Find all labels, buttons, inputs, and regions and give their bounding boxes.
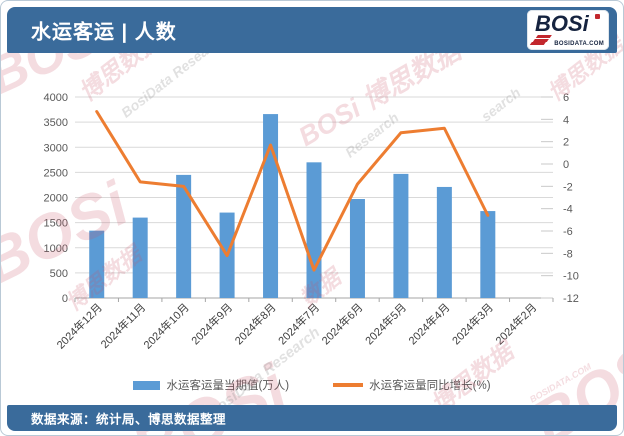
y-axis-right-tick-label: 6 xyxy=(563,92,569,104)
logo-stripes-icon xyxy=(530,34,553,46)
logo-wordmark: BOSi xyxy=(535,11,589,36)
data-source-text: 数据来源：统计局、博思数据整理 xyxy=(31,412,227,427)
x-axis-tick-label: 2024年7月 xyxy=(275,300,322,347)
bar xyxy=(436,186,452,298)
y-axis-right-tick-label: -10 xyxy=(563,271,579,283)
y-axis-left-tick-label: 500 xyxy=(50,268,68,280)
y-axis-right-tick-label: 4 xyxy=(563,114,569,126)
logo-domain-text: BOSIDATA.COM xyxy=(554,41,604,47)
y-axis-right-tick-label: -12 xyxy=(563,293,579,305)
line-series xyxy=(95,110,490,272)
y-axis-right-tick-label: -2 xyxy=(563,181,573,193)
y-axis-left-tick-label: 0 xyxy=(62,293,68,305)
y-axis-left-tick-label: 1500 xyxy=(44,218,68,230)
y-axis-left-tick-label: 1000 xyxy=(44,243,68,255)
y-axis-left-tick-label: 2500 xyxy=(44,167,68,179)
y-axis-left-tick-label: 3500 xyxy=(44,117,68,129)
x-axis-tick-label: 2024年5月 xyxy=(362,300,409,347)
bar xyxy=(393,173,409,298)
x-axis-tick-label: 2024年3月 xyxy=(449,300,496,347)
y-axis-right-tick-label: 0 xyxy=(563,159,569,171)
bar xyxy=(349,199,365,298)
x-axis-tick-label: 2024年12月 xyxy=(53,300,104,351)
page-title: 水运客运 | 人数 xyxy=(31,21,177,44)
bar xyxy=(306,162,322,298)
header-bar: 水运客运 | 人数 BOSi BOSIDATA.COM xyxy=(7,7,617,53)
bar xyxy=(480,211,496,298)
x-axis-tick-label: 2024年8月 xyxy=(232,300,279,347)
y-axis-left-tick-label: 2000 xyxy=(44,193,68,205)
y-axis-right-tick-label: -4 xyxy=(563,204,573,216)
logo-red-dot-icon xyxy=(595,14,600,19)
bar xyxy=(89,230,105,298)
line-series-swatch-icon xyxy=(333,383,364,387)
bar-series-swatch-icon xyxy=(133,380,161,390)
x-axis-tick-label: 2024年2月 xyxy=(492,300,539,347)
y-axis-right-tick-label: -8 xyxy=(563,248,573,260)
bar xyxy=(263,114,279,299)
chart-legend: 水运客运量当期值(万人) 水运客运量同比增长(%) xyxy=(0,376,624,394)
footer-bar: 数据来源：统计局、博思数据整理 xyxy=(7,405,617,431)
x-axis-tick-label: 2024年9月 xyxy=(188,300,235,347)
legend-label-line: 水运客运量同比增长(%) xyxy=(369,380,491,392)
x-axis-tick-label: 2024年10月 xyxy=(140,300,191,351)
legend-label-bar: 水运客运量当期值(万人) xyxy=(166,380,290,392)
x-axis-tick-label: 2024年6月 xyxy=(318,300,365,347)
y-axis-left-tick-label: 3000 xyxy=(44,142,68,154)
bosi-logo[interactable]: BOSi BOSIDATA.COM xyxy=(527,10,609,50)
legend-item-line-series[interactable]: 水运客运量同比增长(%) xyxy=(333,377,491,393)
y-axis-left-tick-label: 4000 xyxy=(44,92,68,104)
y-axis-right-tick-label: 2 xyxy=(563,137,569,149)
y-axis-right-tick-label: -6 xyxy=(563,226,573,238)
bar xyxy=(132,217,148,298)
bar xyxy=(176,174,192,298)
x-axis-tick-label: 2024年4月 xyxy=(405,300,452,347)
legend-item-bar-series[interactable]: 水运客运量当期值(万人) xyxy=(133,377,289,393)
